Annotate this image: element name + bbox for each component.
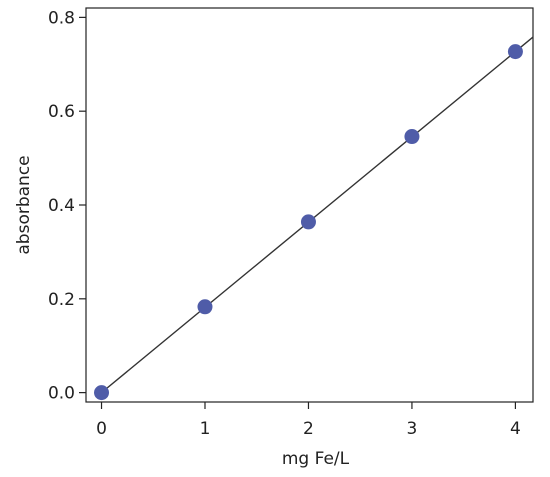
x-axis: 0 1 2 3 4 — [96, 402, 521, 439]
data-point — [300, 214, 316, 230]
y-tick-label: 0.4 — [48, 196, 75, 216]
plot-frame — [85, 7, 534, 403]
x-tick-label: 4 — [510, 419, 521, 439]
y-tick-label: 0.6 — [48, 102, 75, 122]
y-tick-label: 0.0 — [48, 384, 75, 404]
data-point — [94, 385, 110, 401]
data-points — [94, 44, 523, 401]
x-axis-title: mg Fe/L — [282, 449, 350, 469]
y-axis: 0.0 0.2 0.4 0.6 0.8 — [48, 8, 86, 404]
data-point — [404, 129, 420, 145]
data-point — [197, 299, 213, 315]
x-tick-label: 1 — [200, 419, 211, 439]
data-point — [507, 44, 523, 60]
y-tick-label: 0.2 — [48, 290, 75, 310]
y-axis-title: absorbance — [14, 155, 34, 254]
y-tick-label: 0.8 — [48, 8, 75, 28]
x-tick-label: 2 — [303, 419, 314, 439]
fit-line — [101, 36, 534, 394]
x-tick-label: 3 — [407, 419, 418, 439]
x-tick-label: 0 — [96, 419, 107, 439]
